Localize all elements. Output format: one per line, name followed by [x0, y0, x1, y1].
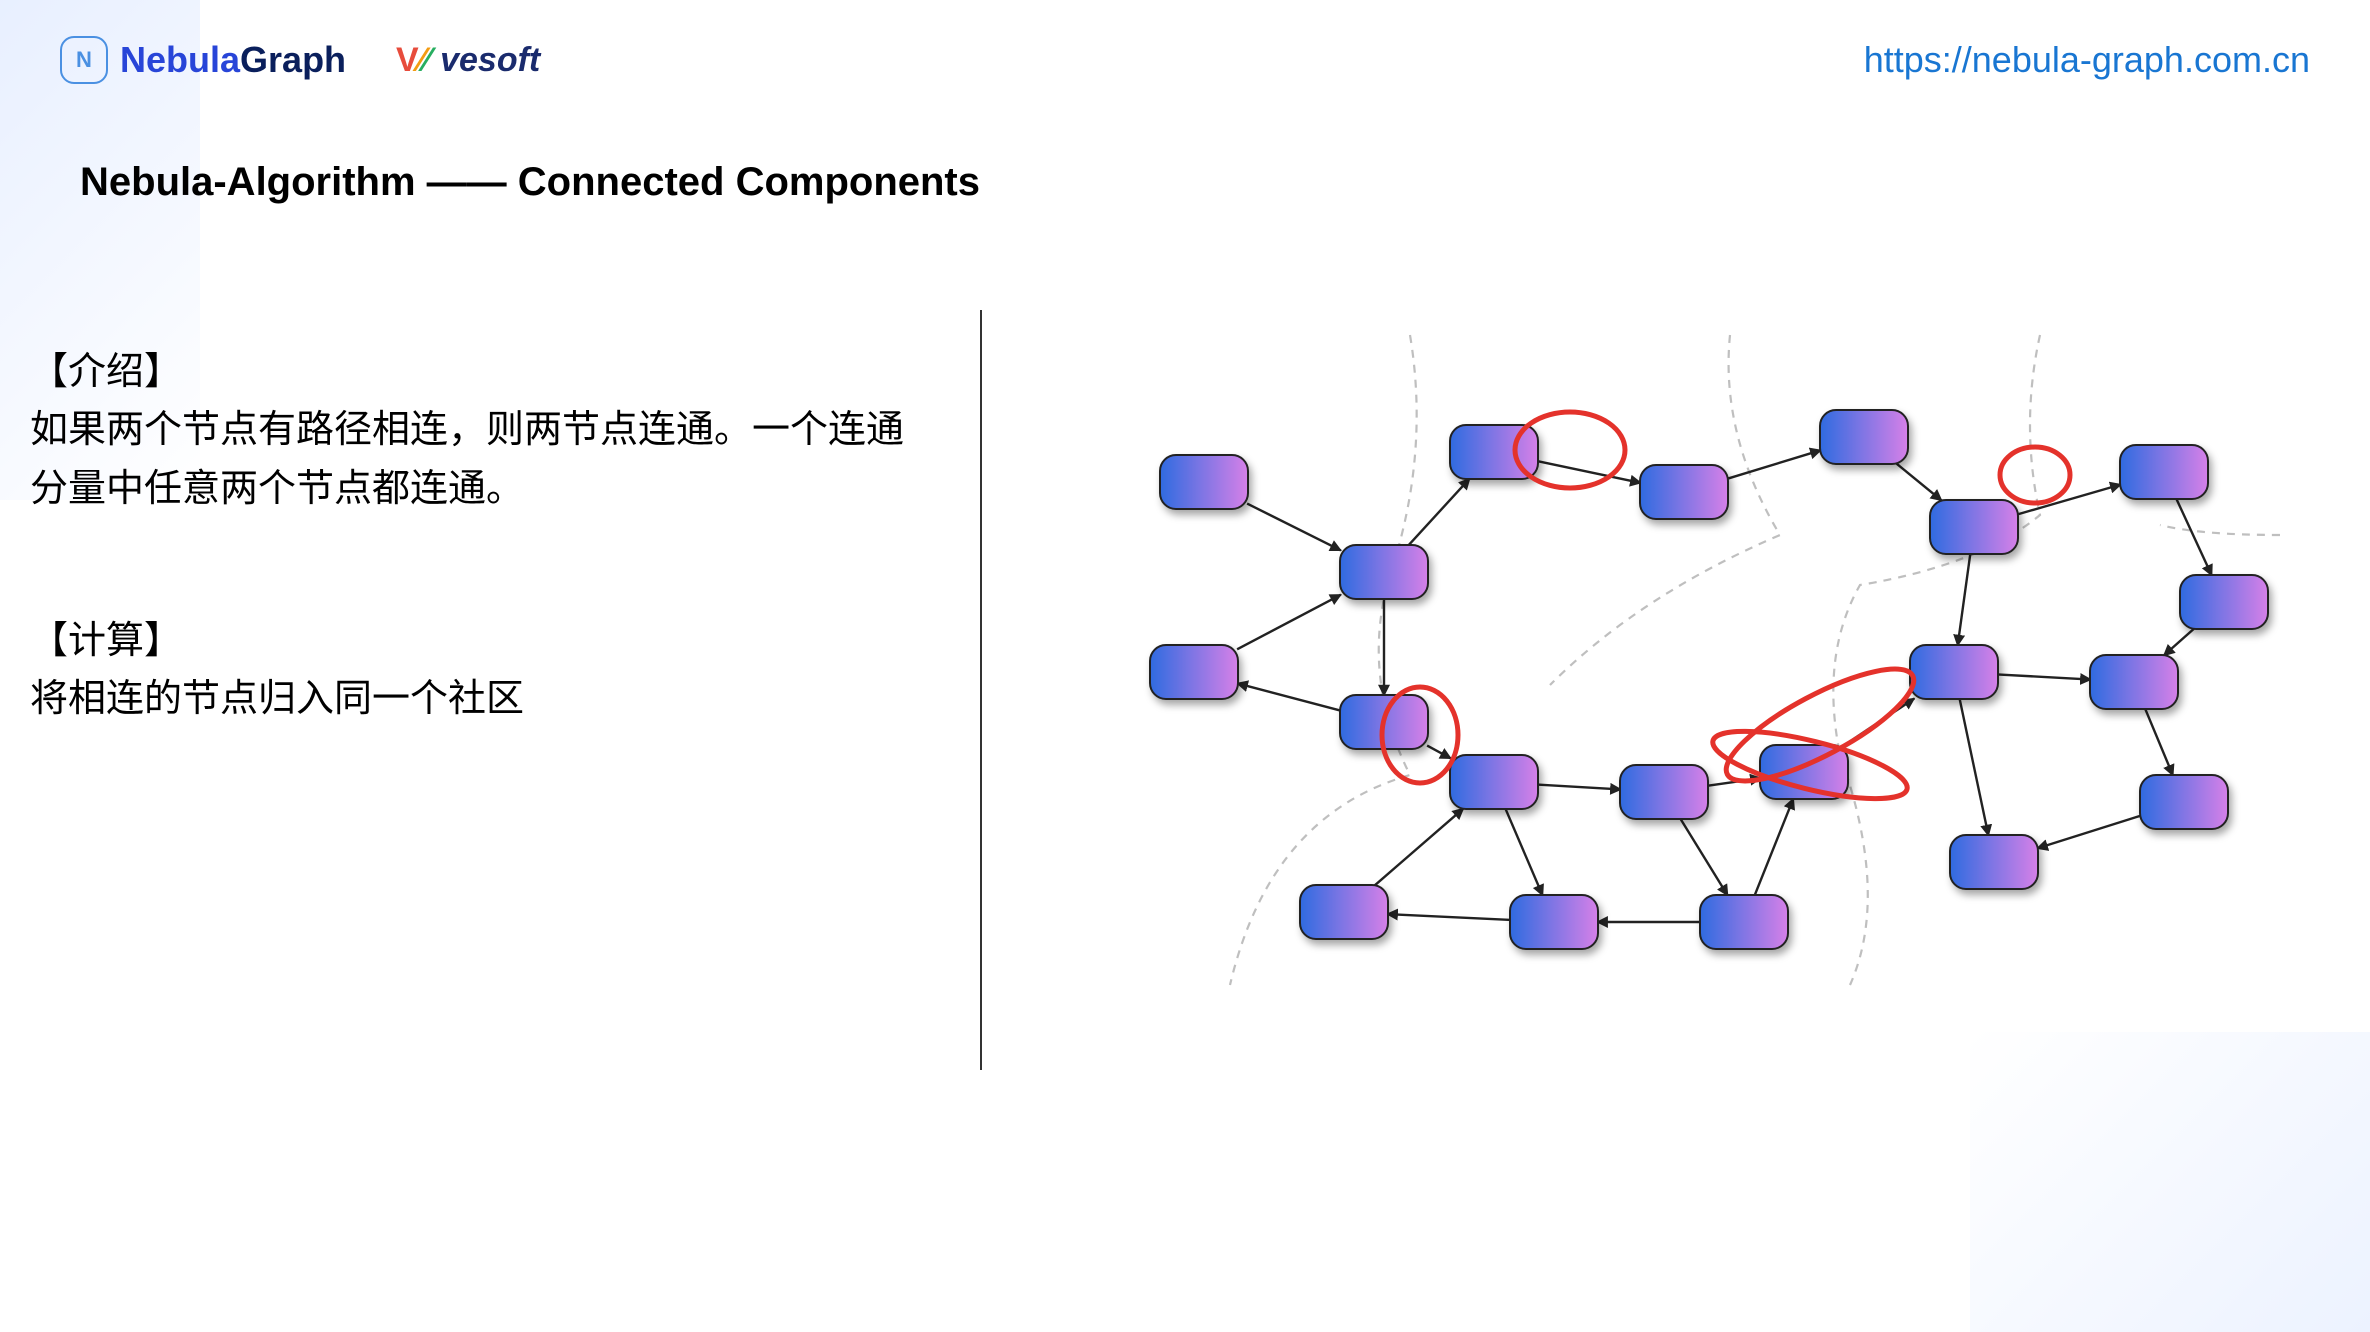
graph-edge: [1537, 785, 1621, 790]
graph-edge: [1896, 463, 1941, 500]
graph-edge: [1387, 914, 1511, 920]
graph-edge: [2145, 708, 2173, 775]
graph-edge: [1237, 683, 1341, 710]
graph-node: [2090, 655, 2178, 709]
graph-edge: [1680, 818, 1727, 895]
graph-edge: [1960, 698, 1989, 835]
graph-node: [2140, 775, 2228, 829]
graph-node: [1640, 465, 1728, 519]
calc-body: 将相连的节点归入同一个社区: [30, 670, 930, 729]
page-title: Nebula-Algorithm —— Connected Components: [80, 160, 980, 205]
header: N NebulaGraph V⁄⁄ vesoft https://nebula-…: [60, 36, 2310, 84]
graph-node: [1620, 765, 1708, 819]
community-boundary: [2160, 525, 2280, 535]
graph-edge: [1755, 798, 1794, 895]
site-url: https://nebula-graph.com.cn: [1864, 39, 2310, 81]
vesoft-logo: V⁄⁄ vesoft: [396, 41, 540, 80]
graph-node: [1820, 410, 1908, 464]
vesoft-wordmark: vesoft: [440, 41, 540, 80]
intro-body: 如果两个节点有路径相连，则两节点连通。一个连通分量中任意两个节点都连通。: [30, 401, 930, 519]
graph-edge: [1427, 746, 1451, 759]
nebulagraph-icon: N: [60, 36, 108, 84]
graph-node: [1700, 895, 1788, 949]
bg-accent-right: [1970, 1032, 2370, 1332]
logo-text-part2: Graph: [240, 39, 346, 80]
graph-node: [1150, 645, 1238, 699]
graph-edge: [1247, 504, 1341, 551]
logo-text-part1: Nebula: [120, 39, 240, 80]
graph-edge: [2017, 484, 2121, 514]
graph-node: [1160, 455, 1248, 509]
calc-heading: 【计算】: [30, 609, 930, 664]
vesoft-icon: V⁄⁄: [396, 41, 430, 80]
graph-node: [2120, 445, 2208, 499]
graph-edge: [1997, 674, 2091, 679]
graph-node: [1950, 835, 2038, 889]
graph-edge: [1958, 553, 1971, 645]
nebulagraph-logo: N NebulaGraph: [60, 36, 346, 84]
nebulagraph-wordmark: NebulaGraph: [120, 39, 346, 81]
vertical-divider: [980, 310, 982, 1070]
graph-node: [1340, 545, 1428, 599]
graph-edge: [2164, 628, 2194, 655]
intro-heading: 【介绍】: [30, 340, 930, 395]
graph-node: [1930, 500, 2018, 554]
graph-node: [1300, 885, 1388, 939]
graph-edge: [2176, 498, 2212, 575]
graph-edge: [2037, 816, 2141, 849]
graph-edge: [1375, 808, 1464, 885]
graph-edge: [1727, 450, 1821, 479]
network-diagram: [1080, 310, 2280, 1010]
graph-edge: [1408, 478, 1469, 545]
graph-node: [1910, 645, 1998, 699]
logo-group: N NebulaGraph V⁄⁄ vesoft: [60, 36, 540, 84]
graph-node: [1450, 755, 1538, 809]
graph-node: [2180, 575, 2268, 629]
diagram-svg: [1080, 310, 2280, 1010]
content-left: 【介绍】 如果两个节点有路径相连，则两节点连通。一个连通分量中任意两个节点都连通…: [30, 340, 930, 729]
calc-section: 【计算】 将相连的节点归入同一个社区: [30, 609, 930, 729]
intro-section: 【介绍】 如果两个节点有路径相连，则两节点连通。一个连通分量中任意两个节点都连通…: [30, 340, 930, 519]
nebulagraph-badge: N: [76, 47, 92, 73]
graph-edge: [1505, 808, 1542, 895]
graph-node: [1510, 895, 1598, 949]
highlight-ellipse: [2000, 447, 2070, 503]
graph-edge: [1237, 595, 1341, 650]
graph-edge: [1537, 461, 1641, 483]
